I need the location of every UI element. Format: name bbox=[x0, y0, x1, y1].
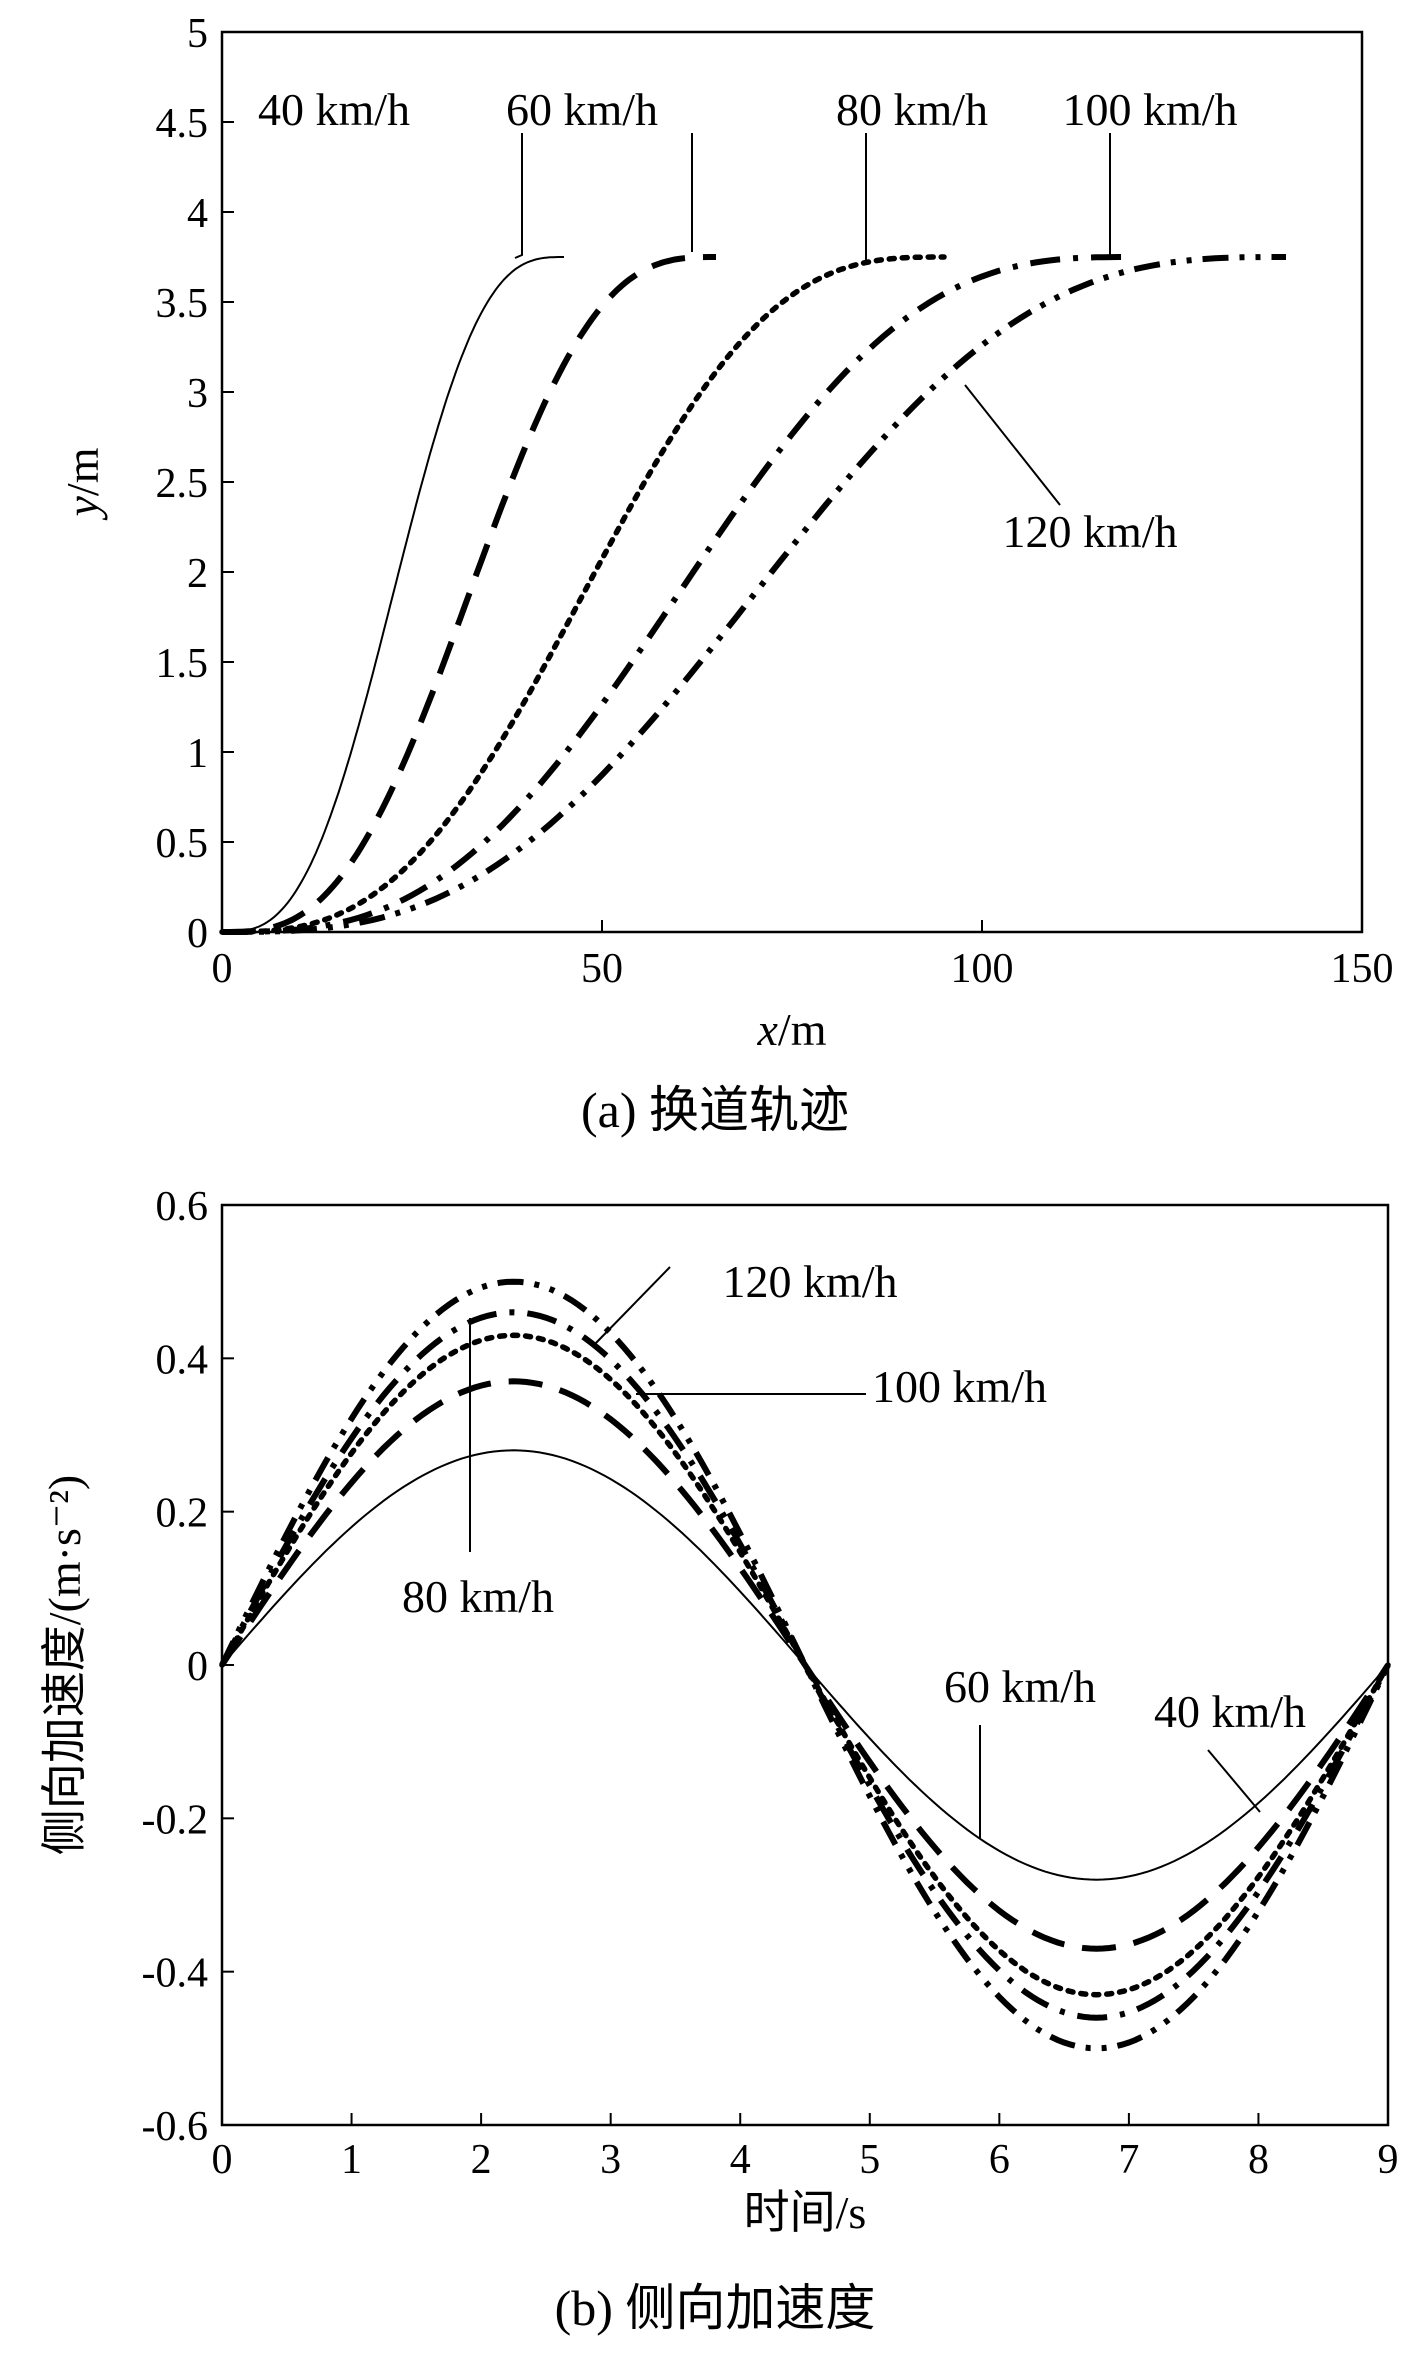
y-axis-unit: /m bbox=[57, 447, 108, 496]
y-tick-label: 0 bbox=[187, 1644, 208, 1690]
x-tick-label: 50 bbox=[581, 946, 623, 992]
series-label-60-km-h: 60 km/h bbox=[944, 1661, 1096, 1712]
leader-line bbox=[1207, 1749, 1261, 1813]
x-axis-unit: /m bbox=[778, 1004, 827, 1055]
acceleration-series bbox=[219, 1278, 1391, 2052]
trajectory-ticks: 0 50 100 150 0 0.5 1 1.5 2 2.5 3 3.5 4 4.5 5 bbox=[156, 11, 1394, 992]
x-tick-label: 2 bbox=[471, 2137, 492, 2183]
trajectory-series-labels: 40 km/h 60 km/h 80 km/h 100 km/h 120 km/h bbox=[258, 84, 1238, 557]
acceleration-caption: (b) 侧向加速度 bbox=[555, 2280, 876, 2336]
y-tick-label: 0.4 bbox=[156, 1337, 209, 1383]
trajectory-line-80-km-h bbox=[219, 254, 947, 935]
leader-line bbox=[964, 384, 1061, 506]
acceleration-line-120-km-h bbox=[219, 1278, 1391, 2052]
x-tick-label: 1 bbox=[341, 2137, 362, 2183]
trajectory-line-40-km-h bbox=[222, 256, 564, 933]
trajectory-x-axis-label: x/m bbox=[757, 1004, 827, 1055]
acceleration-ticks: 0 1 2 3 4 5 6 7 8 9 -0.6 -0.4 -0.2 0 0.2 0.4 0.6 bbox=[142, 1184, 1399, 2183]
x-axis-symbol: x bbox=[757, 1004, 779, 1055]
y-tick-label: 1.5 bbox=[156, 641, 209, 687]
y-tick-label: 0 bbox=[187, 911, 208, 957]
y-tick-label: 2 bbox=[187, 551, 208, 597]
y-axis-symbol: y bbox=[57, 495, 108, 520]
x-tick-label: 0 bbox=[212, 2137, 233, 2183]
trajectory-axes-frame bbox=[220, 30, 1364, 934]
trajectory-label-leaders bbox=[514, 133, 1111, 506]
y-tick-label: 4.5 bbox=[156, 101, 209, 147]
y-tick-label: 0.6 bbox=[156, 1184, 209, 1230]
trajectory-chart: 0 50 100 150 0 0.5 1 1.5 2 2.5 3 3.5 4 4.5 5 40 km/h 60… bbox=[57, 11, 1394, 1138]
y-tick-label: 3.5 bbox=[156, 281, 209, 327]
x-tick-label: 9 bbox=[1378, 2137, 1399, 2183]
series-label-120-km-h: 120 km/h bbox=[1002, 506, 1177, 557]
y-tick-label: 5 bbox=[187, 11, 208, 57]
trajectory-line-100-km-h bbox=[222, 254, 1134, 935]
acceleration-y-axis-label: 侧向加速度/(m·s⁻²) bbox=[39, 1475, 90, 1856]
x-tick-label: 7 bbox=[1118, 2137, 1139, 2183]
acceleration-x-axis-label: 时间/s bbox=[744, 2187, 867, 2238]
x-tick-label: 150 bbox=[1331, 946, 1394, 992]
x-tick-label: 8 bbox=[1248, 2137, 1269, 2183]
trajectory-y-axis-label: y/m bbox=[57, 447, 108, 520]
leader-line bbox=[514, 133, 523, 259]
acceleration-series-labels: 40 km/h 60 km/h 80 km/h 100 km/h 120 km/h bbox=[402, 1256, 1306, 1737]
acceleration-line-100-km-h bbox=[219, 1309, 1391, 2021]
x-tick-label: 4 bbox=[730, 2137, 751, 2183]
y-tick-label: 0.5 bbox=[156, 821, 209, 867]
series-label-120-km-h: 120 km/h bbox=[722, 1256, 897, 1307]
leader-line bbox=[593, 1266, 671, 1346]
trajectory-line-120-km-h bbox=[222, 254, 1286, 935]
y-tick-label: -0.2 bbox=[142, 1797, 209, 1843]
x-tick-label: 0 bbox=[212, 946, 233, 992]
y-tick-label: -0.4 bbox=[142, 1951, 209, 1997]
trajectory-line-60-km-h bbox=[222, 254, 716, 935]
trajectory-series bbox=[219, 254, 1286, 935]
series-label-60-km-h: 60 km/h bbox=[506, 84, 658, 135]
x-tick-label: 100 bbox=[951, 946, 1014, 992]
series-label-40-km-h: 40 km/h bbox=[1154, 1686, 1306, 1737]
y-tick-label: 0.2 bbox=[156, 1491, 209, 1537]
lateral-acceleration-chart: 0 1 2 3 4 5 6 7 8 9 -0.6 -0.4 -0.2 0 0.2 0.4 0.6 40 km/h… bbox=[39, 1184, 1399, 2336]
series-label-40-km-h: 40 km/h bbox=[258, 84, 410, 135]
series-label-80-km-h: 80 km/h bbox=[402, 1571, 554, 1622]
x-tick-label: 5 bbox=[859, 2137, 880, 2183]
y-tick-label: -0.6 bbox=[142, 2104, 209, 2150]
y-tick-label: 4 bbox=[187, 191, 208, 237]
acceleration-line-80-km-h bbox=[219, 1332, 1391, 1998]
trajectory-caption: (a) 换道轨迹 bbox=[581, 1082, 849, 1138]
series-label-100-km-h: 100 km/h bbox=[872, 1361, 1047, 1412]
x-tick-label: 3 bbox=[600, 2137, 621, 2183]
acceleration-axes-frame bbox=[220, 1203, 1390, 2127]
series-label-100-km-h: 100 km/h bbox=[1062, 84, 1237, 135]
x-tick-label: 6 bbox=[989, 2137, 1010, 2183]
y-tick-label: 2.5 bbox=[156, 461, 209, 507]
y-tick-label: 3 bbox=[187, 371, 208, 417]
y-tick-label: 1 bbox=[187, 731, 208, 777]
series-label-80-km-h: 80 km/h bbox=[836, 84, 988, 135]
acceleration-label-leaders bbox=[469, 1266, 1261, 1838]
